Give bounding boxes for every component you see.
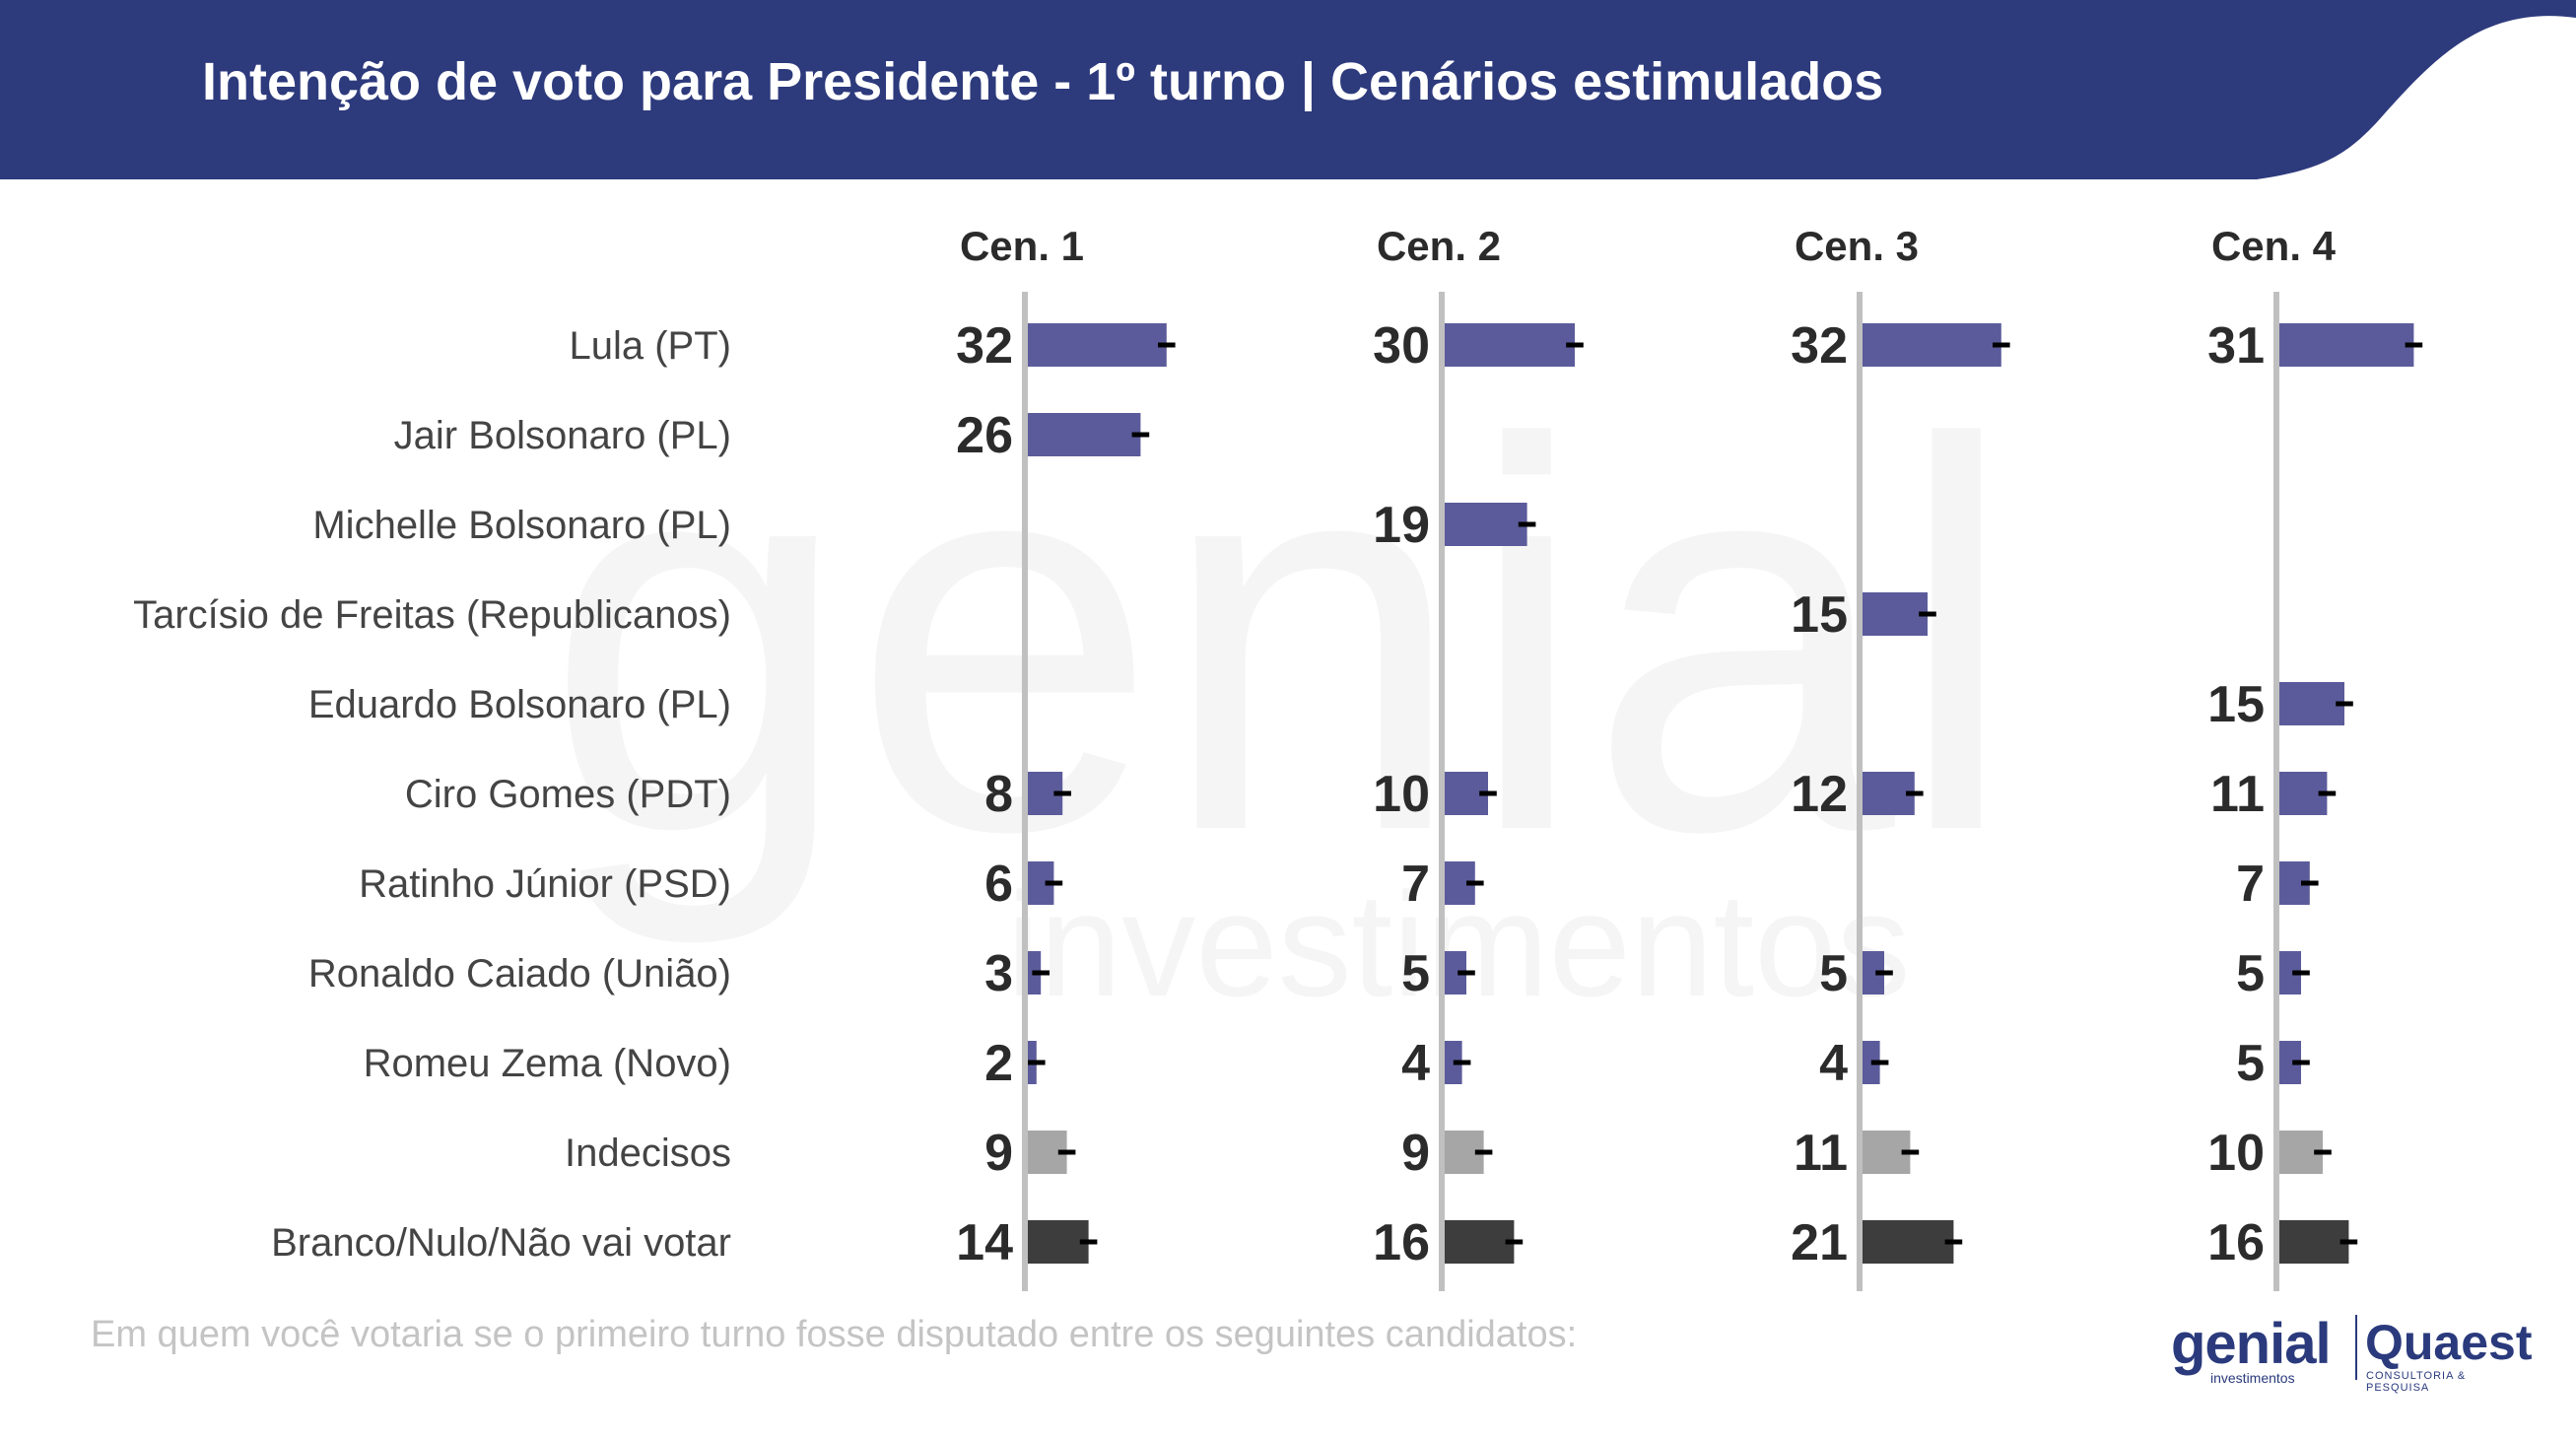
bar	[1028, 323, 1167, 367]
value-label: 15	[2207, 676, 2265, 733]
value-label: 5	[1401, 945, 1430, 1002]
value-label: 6	[984, 856, 1013, 913]
value-label: 5	[2236, 945, 2265, 1002]
quaest-logo: Quaest	[2365, 1315, 2533, 1370]
scenario-header: Cen. 4	[2211, 223, 2337, 269]
category-label: Lula (PT)	[570, 324, 732, 368]
category-label: Ciro Gomes (PDT)	[405, 773, 731, 816]
value-label: 7	[2236, 856, 2265, 913]
value-label: 9	[1401, 1125, 1430, 1182]
value-label: 11	[1794, 1125, 1848, 1182]
category-label: Michelle Bolsonaro (PL)	[312, 504, 731, 547]
scenario-header: Cen. 3	[1795, 223, 1919, 269]
genial-logo-sub: investimentos	[2210, 1370, 2295, 1386]
value-label: 4	[1401, 1035, 1430, 1092]
category-label: Tarcísio de Freitas (Republicanos)	[133, 593, 731, 637]
category-label: Ratinho Júnior (PSD)	[359, 862, 731, 906]
value-label: 32	[956, 317, 1013, 375]
value-label: 14	[956, 1214, 1013, 1271]
category-label: Jair Bolsonaro (PL)	[394, 414, 731, 457]
value-label: 10	[2207, 1125, 2265, 1182]
bar	[2279, 323, 2414, 367]
category-label: Romeu Zema (Novo)	[364, 1042, 731, 1085]
bar	[2279, 682, 2344, 725]
value-label: 32	[1791, 317, 1848, 375]
bar	[1028, 1220, 1089, 1264]
header-shape	[0, 0, 2576, 179]
genial-logo: genial	[2171, 1312, 2332, 1376]
logo-divider	[2355, 1315, 2357, 1380]
chart: Lula (PT) Jair Bolsonaro (PL) Michelle Bol…	[133, 223, 2423, 1291]
value-label: 16	[2207, 1214, 2265, 1271]
quaest-logo-sub: CONSULTORIA & PESQUISA	[2366, 1370, 2467, 1394]
value-label: 19	[1373, 497, 1430, 554]
page-title: Intenção de voto para Presidente - 1º tu…	[202, 52, 1884, 111]
logos: genial investimentos Quaest CONSULTORIA …	[2163, 1309, 2533, 1394]
value-label: 5	[2236, 1035, 2265, 1092]
bar	[2279, 1220, 2349, 1264]
category-label: Ronaldo Caiado (União)	[308, 952, 731, 995]
bar	[1445, 503, 1527, 546]
bar	[1863, 323, 2001, 367]
value-label: 10	[1373, 766, 1430, 823]
bar	[1445, 323, 1575, 367]
bar	[1445, 1220, 1515, 1264]
header-band: Intenção de voto para Presidente - 1º tu…	[0, 0, 2576, 182]
value-label: 7	[1401, 856, 1430, 913]
bar	[1028, 413, 1141, 456]
value-label: 21	[1791, 1214, 1848, 1271]
scenario-header: Cen. 1	[960, 223, 1084, 269]
value-label: 2	[984, 1035, 1013, 1092]
bar	[2279, 951, 2301, 995]
scenario-header: Cen. 2	[1377, 223, 1501, 269]
bar	[2279, 1041, 2301, 1084]
value-label: 8	[984, 766, 1013, 823]
bar	[1863, 1220, 1954, 1264]
category-label: Eduardo Bolsonaro (PL)	[308, 683, 731, 726]
value-label: 4	[1819, 1035, 1848, 1092]
value-label: 31	[2207, 317, 2265, 375]
value-label: 15	[1791, 586, 1848, 644]
category-label: Branco/Nulo/Não vai votar	[271, 1221, 731, 1265]
value-label: 12	[1791, 766, 1848, 823]
bar	[1863, 592, 1928, 636]
survey-question: Em quem você votaria se o primeiro turno…	[91, 1314, 1578, 1355]
category-label: Indecisos	[565, 1132, 731, 1175]
value-label: 3	[984, 945, 1013, 1002]
value-label: 16	[1373, 1214, 1430, 1271]
value-label: 30	[1373, 317, 1430, 375]
value-label: 26	[956, 407, 1013, 464]
value-label: 11	[2210, 766, 2265, 823]
bar	[1863, 951, 1884, 995]
bar	[1445, 951, 1466, 995]
value-label: 9	[984, 1125, 1013, 1182]
value-label: 5	[1819, 945, 1848, 1002]
